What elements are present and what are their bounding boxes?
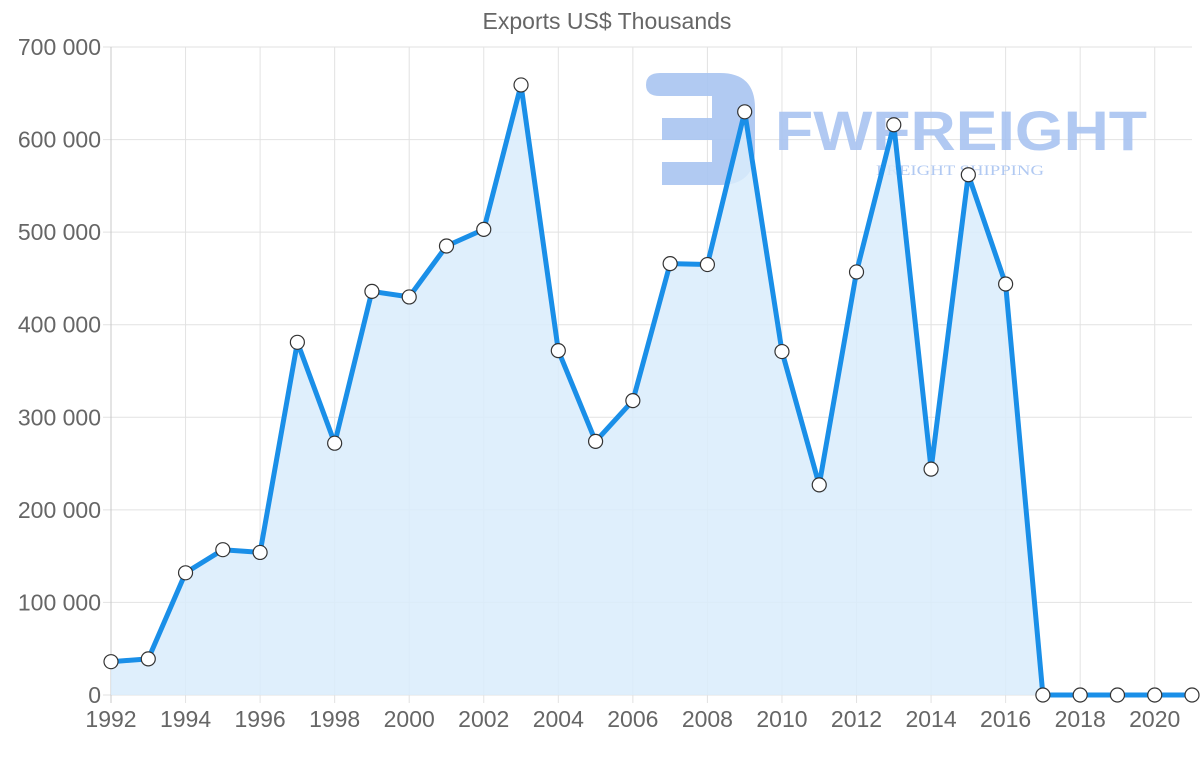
x-tick-label: 2014 (905, 706, 956, 732)
x-tick-label: 1992 (85, 706, 136, 732)
data-point[interactable] (737, 104, 753, 120)
x-tick-label: 2000 (384, 706, 435, 732)
data-point[interactable] (215, 542, 231, 558)
x-tick-label: 2004 (533, 706, 584, 732)
x-tick-label: 2012 (831, 706, 882, 732)
data-point[interactable] (476, 221, 492, 237)
data-point[interactable] (289, 334, 305, 350)
area-fill (111, 85, 1192, 695)
data-point[interactable] (1072, 687, 1088, 703)
x-tick-label: 2020 (1129, 706, 1180, 732)
data-point[interactable] (177, 565, 194, 581)
y-tick-label: 500 000 (18, 219, 101, 245)
series-exports (103, 77, 1200, 703)
x-tick-label: 2008 (682, 706, 733, 732)
data-point[interactable] (886, 117, 902, 133)
data-point[interactable] (1035, 687, 1051, 703)
data-point[interactable] (140, 651, 156, 667)
x-tick-label: 2016 (980, 706, 1031, 732)
data-point[interactable] (364, 283, 380, 299)
data-point[interactable] (1109, 687, 1126, 703)
watermark-logo: FWFREIGHT FREIGHT SHIPPING (646, 73, 1147, 185)
data-point[interactable] (699, 256, 716, 273)
data-point[interactable] (252, 544, 268, 561)
y-tick-label: 200 000 (18, 497, 101, 523)
x-tick-label: 2018 (1055, 706, 1106, 732)
data-point[interactable] (327, 435, 343, 451)
x-tick-label: 2010 (756, 706, 807, 732)
x-tick-label: 1998 (309, 706, 360, 732)
y-tick-label: 400 000 (18, 312, 101, 338)
y-tick-label: 0 (88, 682, 101, 708)
y-tick-label: 100 000 (18, 589, 101, 615)
series-line (110, 82, 1192, 698)
watermark-brand: FWFREIGHT (775, 99, 1147, 162)
data-point[interactable] (774, 343, 790, 360)
x-tick-label: 2002 (458, 706, 509, 732)
data-point[interactable] (438, 238, 455, 254)
y-tick-label: 600 000 (18, 127, 101, 153)
data-point[interactable] (960, 167, 976, 183)
x-tick-label: 1994 (160, 706, 211, 732)
watermark-tagline: FREIGHT SHIPPING (876, 163, 1044, 179)
axis-ticks: 0 100 000 200 000 300 000 400 000 500 000 600 … (18, 34, 1180, 732)
chart-title: Exports US$ Thousands (482, 8, 732, 34)
y-tick-label: 700 000 (18, 34, 101, 60)
data-point[interactable] (587, 433, 604, 449)
data-point[interactable] (811, 477, 827, 493)
data-point[interactable] (513, 77, 529, 93)
x-tick-label: 1996 (235, 706, 286, 732)
data-point[interactable] (550, 343, 566, 359)
logo-mark-icon (646, 73, 755, 185)
data-point[interactable] (1184, 687, 1200, 703)
y-tick-label: 300 000 (18, 404, 101, 430)
data-point[interactable] (923, 461, 939, 477)
data-point[interactable] (662, 256, 678, 272)
data-point[interactable] (625, 393, 641, 409)
data-point[interactable] (848, 264, 865, 280)
data-point[interactable] (998, 276, 1014, 292)
x-tick-label: 2006 (607, 706, 658, 732)
data-point[interactable] (1147, 687, 1163, 703)
data-point[interactable] (401, 289, 417, 305)
data-point[interactable] (103, 654, 119, 670)
